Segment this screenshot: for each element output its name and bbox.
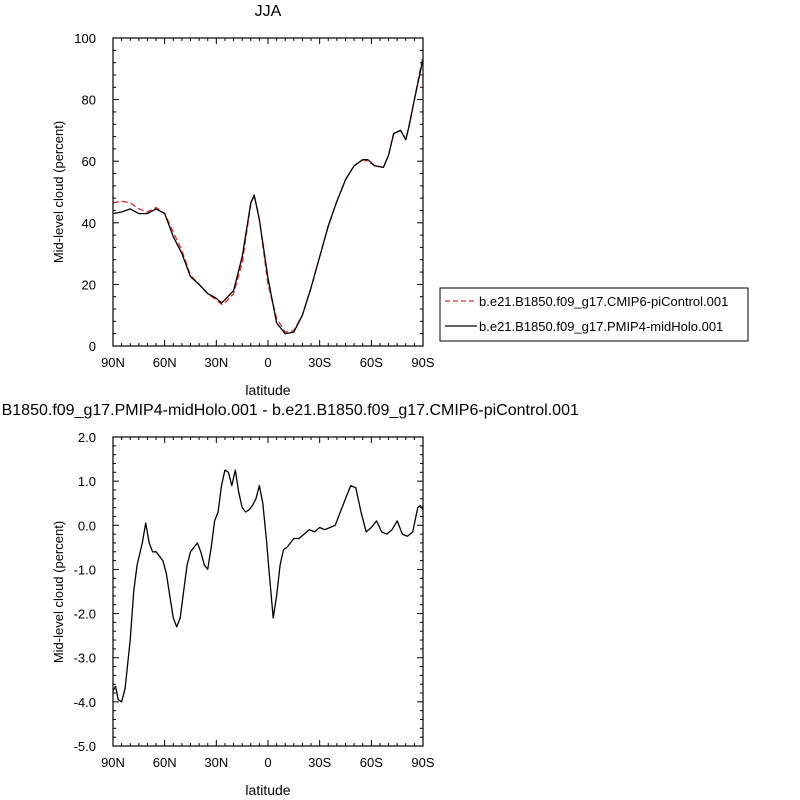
top-series-line-1 xyxy=(112,59,424,335)
bottom-chart-title: b.e21.B1850.f09_g17.PMIP4-midHolo.001 - … xyxy=(0,402,579,419)
bottom-y-tick-label: 2.0 xyxy=(78,430,96,445)
top-y-tick-label: 100 xyxy=(74,31,96,46)
bottom-y-tick-label: -5.0 xyxy=(74,739,96,754)
top-x-tick-label: 90S xyxy=(411,355,434,370)
legend: b.e21.B1850.f09_g17.CMIP6-piControl.001 … xyxy=(439,287,749,342)
top-panel: JJA 90N 60N 30N 0 30S 60S 90S 0 20 40 60 80 100 lati… xyxy=(51,3,749,398)
bottom-x-axis-label: latitude xyxy=(245,782,290,798)
bottom-x-tick-label: 90N xyxy=(101,755,125,770)
top-y-tick-label: 40 xyxy=(82,216,96,231)
bottom-y-axis-label: Mid-level cloud (percent) xyxy=(51,521,66,663)
bottom-series-line-0 xyxy=(112,469,424,703)
top-x-tick-label: 60S xyxy=(360,355,383,370)
legend-label-picontrol: b.e21.B1850.f09_g17.CMIP6-piControl.001 xyxy=(479,294,728,309)
bottom-y-tick-label: -1.0 xyxy=(74,562,96,577)
bottom-x-tick-label: 60N xyxy=(153,755,177,770)
bottom-x-tick-label: 30S xyxy=(308,755,331,770)
legend-box xyxy=(439,287,749,342)
bottom-y-tick-label: -2.0 xyxy=(74,607,96,622)
top-chart-title: JJA xyxy=(255,3,282,20)
top-x-tick-label: 60N xyxy=(153,355,177,370)
top-y-tick-label: 80 xyxy=(82,93,96,108)
top-y-tick-label: 60 xyxy=(82,154,96,169)
bottom-y-tick-label: -3.0 xyxy=(74,651,96,666)
bottom-panel: b.e21.B1850.f09_g17.PMIP4-midHolo.001 - … xyxy=(0,402,579,798)
top-plot-frame xyxy=(112,37,424,347)
top-y-tick-label: 20 xyxy=(82,277,96,292)
top-x-axis-label: latitude xyxy=(245,382,290,398)
top-x-tick-label: 90N xyxy=(101,355,125,370)
bottom-y-tick-label: 0.0 xyxy=(78,518,96,533)
bottom-plot-frame xyxy=(112,436,424,747)
bottom-x-tick-label: 0 xyxy=(264,755,271,770)
bottom-x-tick-label: 60S xyxy=(360,755,383,770)
top-y-axis-label: Mid-level cloud (percent) xyxy=(51,121,66,263)
bottom-y-tick-label: 1.0 xyxy=(78,474,96,489)
top-plot-area: 90N 60N 30N 0 30S 60S 90S 0 20 40 60 80 100 xyxy=(74,31,435,370)
top-series-line-0 xyxy=(112,56,424,333)
top-y-tick-label: 0 xyxy=(89,339,96,354)
legend-label-midholo: b.e21.B1850.f09_g17.PMIP4-midHolo.001 xyxy=(479,319,723,334)
top-x-tick-label: 0 xyxy=(264,355,271,370)
bottom-y-tick-label: -4.0 xyxy=(74,695,96,710)
bottom-plot-area: 90N 60N 30N 0 30S 60S 90S -5.0 -4.0 -3.0 -2.0 -1.0 0… xyxy=(74,430,435,770)
top-x-tick-label: 30S xyxy=(308,355,331,370)
bottom-x-tick-label: 90S xyxy=(411,755,434,770)
bottom-x-tick-label: 30N xyxy=(204,755,228,770)
top-x-tick-label: 30N xyxy=(204,355,228,370)
